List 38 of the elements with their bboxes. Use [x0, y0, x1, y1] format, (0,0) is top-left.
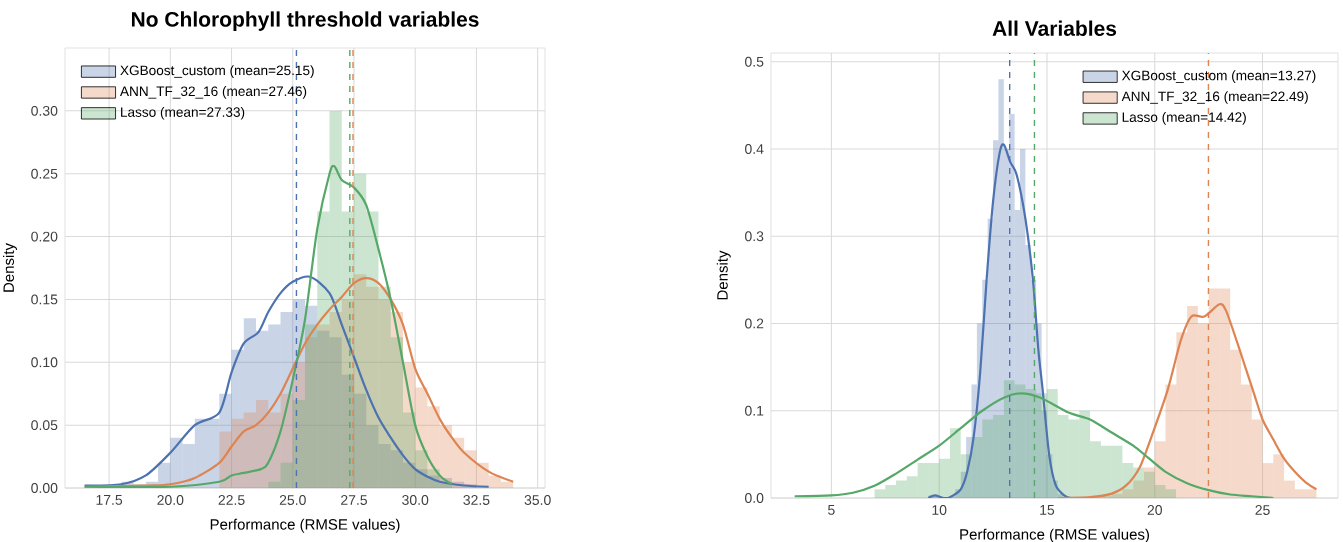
y-tick-label: 0.2 [745, 318, 764, 329]
y-tick-label: 0.1 [745, 405, 764, 416]
legend-label: XGBoost_custom (mean=13.27) [1121, 70, 1316, 83]
x-tick-label: 20 [1147, 505, 1162, 515]
y-tick-label: 0.25 [31, 168, 58, 179]
x-tick-label: 25 [1255, 505, 1270, 515]
x-tick-label: 25.0 [279, 495, 306, 505]
x-tick-label: 35.0 [524, 495, 551, 505]
x-tick-label: 10 [932, 505, 947, 515]
legend-label: Lasso (mean=27.33) [121, 106, 245, 120]
legend-label: ANN_TF_32_16 (mean=27.46) [119, 86, 307, 99]
x-tick-label: 20.0 [157, 495, 184, 505]
x-tick-label: 22.5 [218, 495, 245, 505]
y-tick-label: 0.4 [745, 144, 764, 154]
y-tick-label: 0.5 [745, 56, 764, 67]
y-tick-label: 0.15 [31, 294, 58, 305]
x-axis-title: Performance (RMSE values) [210, 518, 400, 533]
y-axis-title: Density [2, 243, 17, 292]
y-tick-label: 0.30 [31, 105, 58, 116]
chart-title: No Chlorophyll threshold variables [131, 11, 479, 31]
chart-title: All Variables [992, 20, 1117, 36]
x-tick-label: 5 [828, 505, 835, 515]
x-tick-label: 15 [1040, 505, 1055, 515]
y-tick-label: 0.0 [745, 493, 764, 503]
x-tick-label: 32.5 [463, 495, 490, 505]
y-axis-title: Density [716, 250, 731, 300]
legend-label: ANN_TF_32_16 (mean=22.49) [1121, 91, 1308, 104]
y-tick-label: 0.10 [31, 357, 58, 368]
x-axis-title: Performance (RMSE values) [960, 528, 1150, 542]
x-tick-label: 30.0 [402, 495, 429, 505]
x-tick-label: 17.5 [96, 495, 123, 505]
y-tick-label: 0.20 [31, 231, 58, 242]
y-tick-label: 0.00 [31, 483, 58, 493]
legend-label: XGBoost_custom (mean=25.15) [120, 65, 314, 78]
y-tick-label: 0.05 [31, 420, 58, 431]
x-tick-label: 27.5 [341, 495, 368, 505]
y-tick-label: 0.3 [745, 231, 764, 242]
legend-label: Lasso (mean=14.42) [1122, 112, 1246, 125]
